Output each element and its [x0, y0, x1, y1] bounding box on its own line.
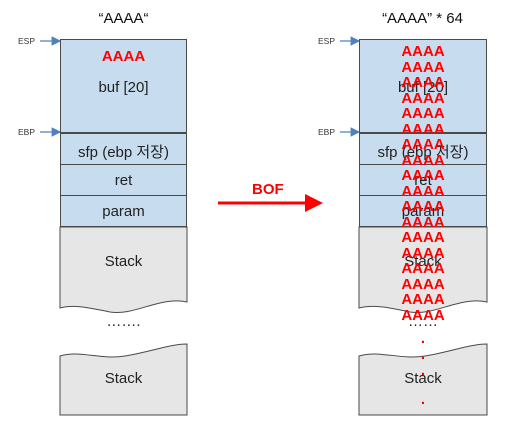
param-label-left: param [102, 203, 145, 220]
stack-bottom-label-right: Stack [404, 370, 442, 387]
stack-top-shape-left [59, 226, 188, 314]
overflow-row: AAAA [401, 167, 445, 184]
overflow-dot: . [420, 362, 426, 379]
overflow-dot: . [420, 346, 426, 363]
ret-label-left: ret [114, 172, 133, 189]
buf-label-left: buf [20] [98, 79, 149, 96]
esp-label-right: ESP [318, 36, 336, 46]
overflow-dot: . [420, 391, 426, 408]
ret-label-right: ret [414, 172, 432, 189]
buffer-block-left: AAAA buf [20] [60, 39, 187, 133]
overflow-row: AAAA [401, 120, 445, 138]
stack-bottom-shape-left [59, 343, 188, 416]
ret-block-right: ret [359, 164, 487, 196]
overflow-row: AAAA [401, 136, 445, 153]
param-block-right: param [359, 195, 487, 227]
overflow-row: AAAA [401, 229, 445, 246]
overflow-row: AAAA [401, 74, 445, 91]
ellipsis-left: ……. [106, 313, 141, 330]
ebp-label-right: EBP [318, 127, 336, 137]
ret-block-left: ret [60, 164, 187, 196]
overflow-row: AAAA [401, 105, 445, 122]
overflow-dot: . [420, 330, 426, 347]
sfp-block-right: sfp (ebp 저장) [359, 133, 487, 165]
overflow-row: AAAA [401, 43, 445, 60]
overflow-row: AAAA [401, 291, 445, 308]
overflow-row: AAAA [401, 275, 445, 293]
overflow-row: AAAA [401, 306, 445, 324]
esp-label-left: ESP [18, 36, 36, 46]
stack-bottom-label-left: Stack [104, 370, 143, 387]
input-aaaa-left: AAAA [101, 48, 146, 65]
stack-top-label-right: Stack [404, 253, 442, 270]
sfp-label-left: sfp (ebp 저장) [78, 144, 169, 161]
sfp-label-right: sfp (ebp 저장) [377, 144, 469, 161]
overflow-row: AAAA [401, 182, 445, 200]
overflow-row: AAAA [401, 260, 445, 277]
overflow-row: AAAA [401, 213, 445, 231]
buf-label-right: buf [20] [397, 79, 449, 96]
buffer-block-right: buf [20] [359, 39, 487, 133]
overflow-row: AAAA [401, 89, 445, 107]
overflow-row: AAAA [401, 244, 445, 262]
param-block-left: param [60, 195, 187, 227]
param-label-right: param [401, 203, 445, 220]
stack-top-label-left: Stack [104, 253, 143, 270]
left-title: “AAAA“ [98, 10, 149, 27]
sfp-block-left: sfp (ebp 저장) [60, 133, 187, 165]
stack-bottom-shape-right [358, 343, 488, 416]
overflow-column: AAAA AAAA AAAA AAAA AAAA AAAA AAAA AAAA … [393, 44, 453, 323]
ebp-label-left: EBP [18, 127, 36, 137]
ellipsis-right: …… [408, 313, 438, 330]
bof-label: BOF [252, 181, 284, 198]
stack-top-shape-right [358, 226, 488, 314]
overflow-row: AAAA [401, 151, 445, 169]
overflow-row: AAAA [401, 198, 445, 215]
right-title: “AAAA” * 64 [382, 10, 463, 27]
overflow-row: AAAA [401, 58, 445, 76]
